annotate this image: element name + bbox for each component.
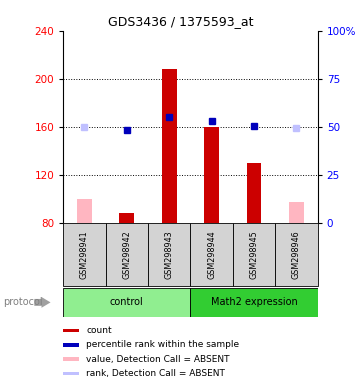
- Bar: [63, 288, 191, 317]
- Text: rank, Detection Call = ABSENT: rank, Detection Call = ABSENT: [86, 369, 225, 378]
- Bar: [63, 358, 79, 361]
- Text: percentile rank within the sample: percentile rank within the sample: [86, 340, 240, 349]
- Bar: [119, 213, 134, 223]
- Bar: [63, 223, 105, 286]
- Bar: [63, 372, 79, 375]
- Text: protocol: protocol: [4, 297, 43, 308]
- Text: GSM298941: GSM298941: [80, 230, 89, 279]
- Text: GSM298942: GSM298942: [122, 230, 131, 279]
- Text: GDS3436 / 1375593_at: GDS3436 / 1375593_at: [108, 15, 253, 28]
- Bar: [204, 127, 219, 223]
- Bar: [63, 329, 79, 332]
- Text: GSM298943: GSM298943: [165, 230, 174, 279]
- Bar: [191, 288, 318, 317]
- Text: Math2 expression: Math2 expression: [211, 297, 297, 308]
- Text: control: control: [110, 297, 144, 308]
- Bar: [233, 223, 275, 286]
- Text: value, Detection Call = ABSENT: value, Detection Call = ABSENT: [86, 355, 230, 364]
- Text: count: count: [86, 326, 112, 335]
- Bar: [105, 223, 148, 286]
- Bar: [247, 163, 261, 223]
- Bar: [148, 223, 191, 286]
- Bar: [289, 202, 304, 223]
- Bar: [77, 199, 92, 223]
- Bar: [162, 69, 177, 223]
- Text: GSM298945: GSM298945: [249, 230, 258, 279]
- Text: GSM298946: GSM298946: [292, 230, 301, 279]
- Text: GSM298944: GSM298944: [207, 230, 216, 279]
- Bar: [191, 223, 233, 286]
- Bar: [63, 343, 79, 347]
- Bar: [275, 223, 318, 286]
